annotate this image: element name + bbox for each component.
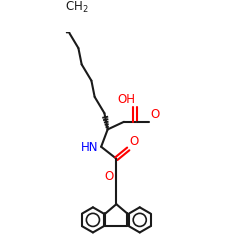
Text: HN: HN (81, 141, 98, 154)
Text: OH: OH (117, 92, 135, 106)
Text: O: O (129, 136, 138, 148)
Text: O: O (104, 170, 114, 183)
Text: CH$_2$: CH$_2$ (65, 0, 88, 14)
Text: O: O (150, 108, 159, 122)
